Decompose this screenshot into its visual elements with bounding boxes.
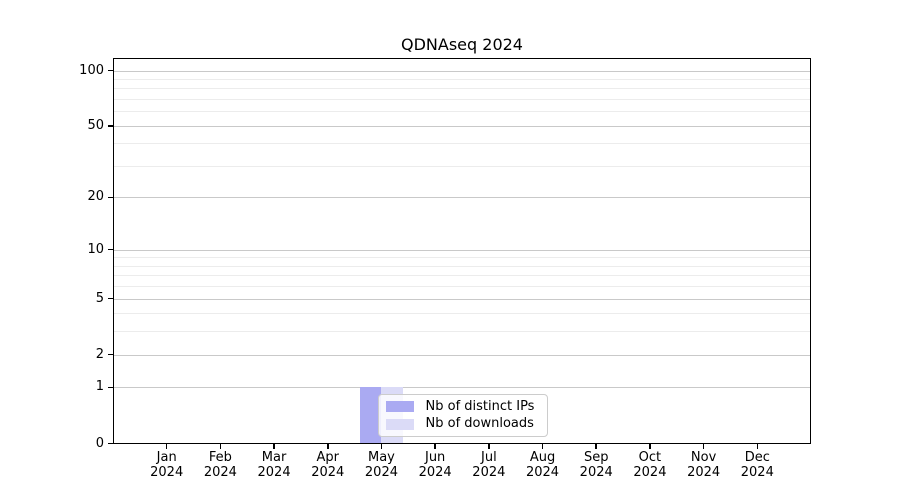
y-tick [108, 196, 113, 199]
y-tick [108, 69, 113, 72]
legend-swatch-distinct-ips-icon [385, 401, 414, 413]
minor-gridline [114, 313, 810, 315]
y-tick [108, 248, 113, 251]
x-tick-label: Sep 2024 [579, 449, 613, 481]
y-tick-label: 50 [87, 117, 104, 133]
legend-label-downloads: Nb of downloads [425, 416, 534, 432]
minor-gridline [114, 78, 810, 80]
minor-gridline [114, 257, 810, 259]
y-tick [108, 353, 113, 356]
y-tick [108, 386, 113, 389]
major-gridline [114, 197, 810, 199]
x-tick-label: Feb 2024 [203, 449, 237, 481]
y-tick-label: 1 [95, 379, 104, 395]
major-gridline [114, 249, 810, 251]
legend-label-distinct-ips: Nb of distinct IPs [425, 398, 535, 414]
y-tick-label: 5 [95, 290, 104, 306]
minor-gridline [114, 166, 810, 167]
major-gridline [114, 70, 810, 72]
major-gridline [114, 387, 810, 389]
x-tick [273, 444, 275, 449]
minor-gridline [114, 111, 810, 113]
x-tick [541, 444, 544, 449]
x-tick [488, 444, 490, 449]
x-tick [380, 444, 383, 449]
chart-title: QDNAseq 2024 [401, 35, 523, 54]
x-tick [649, 444, 651, 449]
x-tick-label: Jun 2024 [418, 449, 452, 481]
legend-swatch-downloads-icon [385, 418, 414, 430]
major-gridline [114, 298, 810, 300]
x-tick-label: Oct 2024 [633, 449, 667, 481]
x-tick [702, 444, 705, 449]
x-tick [219, 444, 222, 449]
x-tick [756, 444, 759, 449]
y-tick-label: 2 [95, 346, 104, 362]
bar-distinct-ips [359, 387, 382, 444]
minor-gridline [114, 88, 810, 90]
legend-item-downloads: Nb of downloads [385, 416, 539, 432]
minor-gridline [114, 275, 810, 277]
y-tick-label: 100 [79, 62, 104, 78]
x-tick-label: Jul 2024 [472, 449, 506, 481]
y-tick [108, 297, 113, 300]
legend-item-distinct-ips: Nb of distinct IPs [385, 398, 539, 415]
x-tick [165, 444, 168, 449]
y-tick [108, 442, 113, 445]
y-tick-label: 0 [95, 435, 104, 451]
minor-gridline [114, 99, 810, 101]
x-tick [327, 444, 329, 449]
minor-gridline [114, 331, 810, 333]
plot-area [113, 58, 811, 444]
x-tick-label: Nov 2024 [687, 449, 721, 481]
x-tick-label: Mar 2024 [257, 449, 291, 481]
x-tick-label: Jan 2024 [150, 449, 184, 481]
major-gridline [114, 354, 810, 356]
minor-gridline [114, 143, 810, 145]
minor-gridline [114, 286, 810, 288]
y-tick-label: 10 [87, 241, 104, 257]
minor-gridline [114, 265, 810, 267]
x-tick-label: Apr 2024 [311, 449, 345, 481]
x-tick-label: Aug 2024 [525, 449, 560, 481]
x-tick [434, 444, 436, 449]
y-tick [108, 125, 113, 127]
x-tick-label: Dec 2024 [740, 449, 774, 481]
y-tick-label: 20 [87, 189, 104, 205]
x-tick-label: May 2024 [364, 449, 398, 481]
major-gridline [114, 125, 810, 127]
legend: Nb of distinct IPs Nb of downloads [377, 394, 548, 437]
x-tick [595, 444, 597, 449]
